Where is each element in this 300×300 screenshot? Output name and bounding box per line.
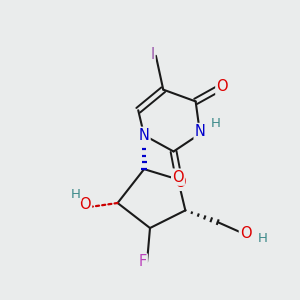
Text: H: H [210,117,220,130]
Text: F: F [139,254,147,269]
Text: O: O [172,169,184,184]
Text: I: I [150,47,155,62]
Text: H: H [257,232,267,245]
Text: O: O [216,79,228,94]
Text: O: O [240,226,251,242]
Text: N: N [139,128,149,143]
Text: O: O [174,175,185,190]
Text: O: O [80,197,91,212]
Text: N: N [195,124,206,139]
Text: H: H [70,188,80,201]
